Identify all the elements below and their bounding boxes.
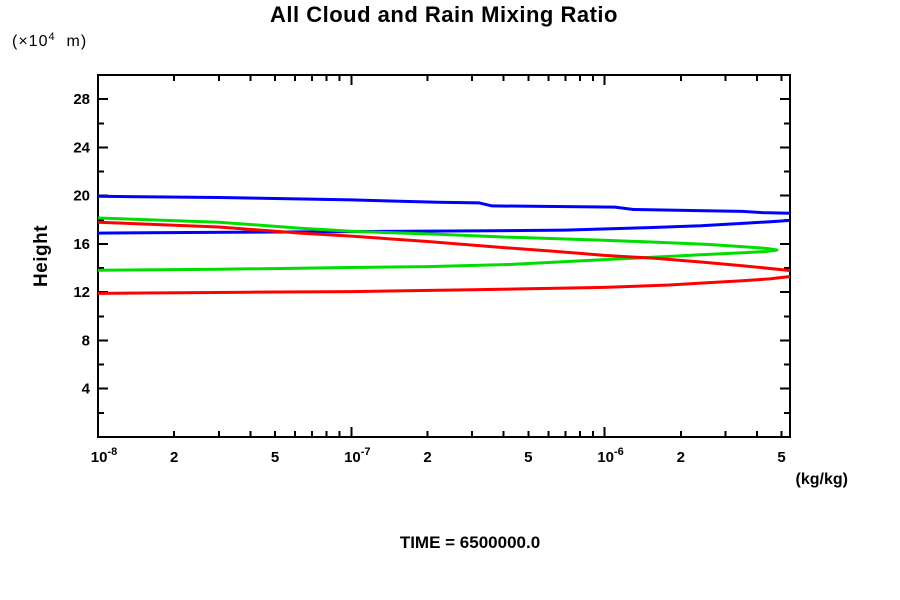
y-tick-label: 16: [73, 236, 90, 253]
axes-frame: [97, 74, 791, 438]
profile-green-branch-1: [97, 216, 779, 272]
y-tick-label: 20: [73, 188, 90, 205]
y-units-prefix: (×10: [12, 33, 49, 50]
y-tick-label: 28: [73, 91, 90, 108]
y-tick-label: 24: [73, 139, 90, 156]
time-label: TIME = 6500000.0: [399, 533, 541, 552]
series-group: [97, 194, 791, 295]
x-tick-label: 2: [423, 449, 431, 466]
y-tick-label: 12: [73, 284, 90, 301]
tick-labels: 10-8 2 5 10-7 2 5 10-6 2 5 4 8 12 16 20 24 28: [73, 91, 785, 466]
y-tick-label: 4: [82, 381, 91, 398]
y-units-exponent: 4: [48, 31, 56, 43]
y-axis-units-label: (×104 m): [12, 31, 87, 51]
x-tick-label: 10-6: [597, 446, 623, 466]
profile-red-branch-2: [97, 275, 791, 295]
x-tick-label: 2: [677, 449, 685, 466]
x-axis-units-label: (kg/kg): [795, 471, 848, 488]
x-tick-label: 10-8: [91, 446, 117, 466]
x-tick-label: 2: [170, 449, 178, 466]
profile-blue-branch-1: [97, 194, 791, 215]
x-tick-label: 5: [524, 449, 532, 466]
chart-title: All Cloud and Rain Mixing Ratio: [270, 2, 618, 27]
y-tick-label: 8: [82, 333, 90, 350]
x-tick-label: 5: [777, 449, 785, 466]
profile-red-branch-1: [97, 220, 791, 272]
x-tick-label: 10-7: [344, 446, 370, 466]
x-tick-label: 5: [271, 449, 279, 466]
y-units-suffix: m): [55, 33, 88, 50]
